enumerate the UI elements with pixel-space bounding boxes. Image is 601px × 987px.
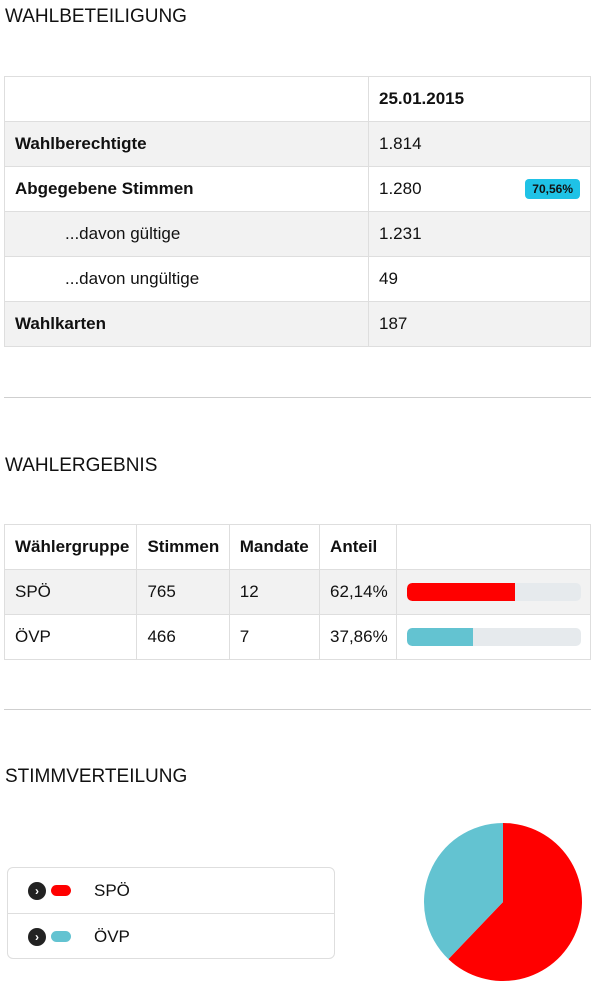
row-label: ...davon ungültige — [4, 256, 369, 302]
result-heading: WAHLERGEBNIS — [5, 455, 158, 476]
section-divider — [4, 397, 591, 398]
table-row: Wahlkarten 187 — [4, 301, 591, 347]
row-value: 1.231 — [368, 211, 591, 257]
pie-legend: › SPÖ › ÖVP — [7, 867, 335, 959]
column-header-share: Anteil — [319, 524, 398, 570]
column-header-party: Wählergruppe — [3, 524, 138, 570]
row-value-cell: 1.280 70,56% — [368, 166, 591, 212]
party-votes: 765 — [136, 569, 230, 615]
share-bar-track — [407, 628, 582, 646]
table-header-row: Wählergruppe Stimmen Mandate Anteil — [3, 524, 591, 570]
pie-slice-vp[interactable] — [424, 823, 503, 960]
party-seats: 12 — [228, 569, 321, 615]
share-bar-fill-spo — [407, 583, 516, 601]
share-bar-cell — [396, 569, 591, 615]
turnout-table: 25.01.2015 Wahlberechtigte 1.814 Abgegeb… — [4, 76, 591, 347]
vote-distribution-pie-chart — [424, 823, 582, 981]
table-row: ...davon ungültige 49 — [4, 256, 591, 302]
column-header-seats: Mandate — [228, 524, 321, 570]
distribution-heading: STIMMVERTEILUNG — [5, 766, 188, 787]
legend-label: ÖVP — [94, 926, 130, 946]
turnout-percent-badge: 70,56% — [525, 179, 580, 199]
date-header: 25.01.2015 — [368, 76, 591, 122]
legend-label: SPÖ — [94, 880, 130, 900]
share-bar-fill-ovp — [407, 628, 474, 646]
table-row: Abgegebene Stimmen 1.280 70,56% — [4, 166, 591, 212]
row-label: Wahlkarten — [4, 301, 369, 347]
party-name: ÖVP — [3, 614, 138, 660]
party-share: 37,86% — [319, 614, 398, 660]
column-header-votes: Stimmen — [136, 524, 230, 570]
header-empty-cell — [4, 76, 369, 122]
table-row: ÖVP 466 7 37,86% — [3, 614, 591, 660]
table-row: ...davon gültige 1.231 — [4, 211, 591, 257]
party-share: 62,14% — [319, 569, 398, 615]
legend-item-spo[interactable]: › SPÖ — [8, 868, 334, 913]
result-table: Wählergruppe Stimmen Mandate Anteil SPÖ … — [3, 524, 591, 660]
chevron-right-icon[interactable]: › — [28, 881, 46, 900]
share-bar-cell — [396, 614, 591, 660]
party-votes: 466 — [136, 614, 230, 660]
table-row: 25.01.2015 — [4, 76, 591, 122]
row-value: 1.280 — [379, 179, 422, 198]
table-row: SPÖ 765 12 62,14% — [3, 569, 591, 615]
legend-swatch — [51, 885, 71, 896]
column-header-bar — [396, 524, 591, 570]
legend-swatch — [51, 931, 71, 942]
party-name: SPÖ — [3, 569, 138, 615]
row-value: 49 — [368, 256, 591, 302]
turnout-heading: WAHLBETEILIGUNG — [5, 6, 187, 27]
row-label: Wahlberechtigte — [4, 121, 369, 167]
share-bar-track — [407, 583, 582, 601]
legend-item-ovp[interactable]: › ÖVP — [8, 913, 334, 958]
party-seats: 7 — [228, 614, 321, 660]
chevron-right-icon[interactable]: › — [28, 927, 46, 946]
row-value: 1.814 — [368, 121, 591, 167]
table-row: Wahlberechtigte 1.814 — [4, 121, 591, 167]
row-label: Abgegebene Stimmen — [4, 166, 369, 212]
pie-slice-sp[interactable] — [448, 823, 582, 981]
row-label: ...davon gültige — [4, 211, 369, 257]
section-divider — [4, 709, 591, 710]
row-value: 187 — [368, 301, 591, 347]
